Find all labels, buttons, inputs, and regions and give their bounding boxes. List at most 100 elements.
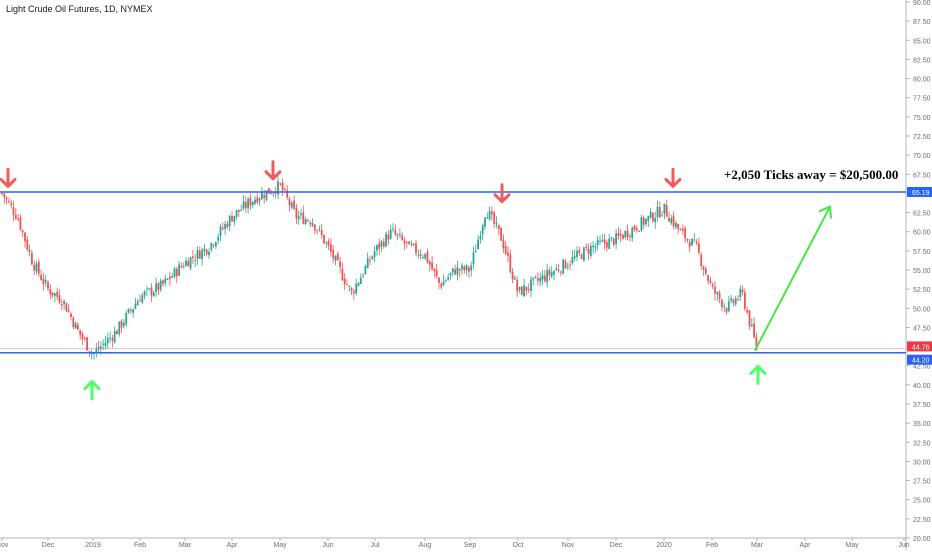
candle	[187, 257, 190, 267]
candle-body	[624, 231, 627, 238]
candle	[141, 292, 144, 304]
price-tag-resistance: 65.19	[907, 186, 932, 197]
candle	[606, 239, 608, 252]
candle	[548, 267, 551, 281]
candle-body	[210, 243, 213, 250]
candle-body	[615, 233, 617, 245]
candle-body	[546, 270, 548, 283]
candle-body	[385, 233, 387, 247]
y-axis[interactable]: 90.00 87.50 85.00 82.50 80.00 77.50 75.00 72.50…	[905, 0, 931, 550]
y-tick-label: 72.50	[913, 134, 931, 141]
candle	[81, 331, 84, 346]
candle-body	[169, 276, 171, 280]
candle	[175, 266, 178, 283]
candle	[417, 249, 420, 259]
candle	[392, 223, 394, 233]
candle	[596, 236, 599, 251]
candle	[258, 197, 261, 206]
x-axis[interactable]: Nov Dec 2019 Feb Mar Apr May Jun Jul Aug Sep Oct Nov…	[0, 537, 910, 549]
candle-body	[716, 292, 719, 295]
candle	[219, 224, 222, 241]
candle-body	[746, 309, 749, 313]
candle-body	[401, 235, 404, 240]
candle	[284, 187, 286, 191]
candle	[585, 243, 588, 251]
candle-body	[272, 191, 275, 194]
candle-body	[17, 218, 19, 220]
candle-body	[606, 242, 608, 248]
candle	[129, 307, 132, 314]
candle	[672, 211, 675, 230]
candle	[366, 252, 369, 269]
candle	[629, 233, 631, 242]
candle	[86, 336, 88, 351]
candle	[750, 318, 753, 328]
candle	[721, 298, 723, 312]
candle-body	[284, 188, 286, 190]
arrow-head	[749, 364, 767, 375]
candle	[228, 214, 231, 232]
candle	[688, 238, 691, 253]
candle	[346, 279, 348, 286]
candle-body	[691, 238, 693, 246]
candle	[730, 294, 732, 304]
candle	[741, 285, 744, 296]
candle-body	[723, 306, 726, 308]
candle-body	[543, 275, 546, 282]
candle-body	[679, 229, 682, 231]
candle	[325, 241, 328, 249]
candle-body	[97, 346, 100, 350]
candle-body	[599, 240, 601, 242]
candle-body	[403, 240, 406, 244]
candle-body	[189, 257, 192, 269]
candle-body	[12, 207, 15, 215]
arrow-head	[264, 170, 282, 181]
candle	[173, 266, 176, 279]
candle-body	[290, 202, 293, 208]
candle	[608, 233, 611, 249]
candle-body	[233, 215, 236, 223]
candle-body	[164, 278, 167, 283]
candle	[302, 205, 305, 225]
candle-body	[714, 286, 716, 294]
candle-body	[619, 233, 622, 236]
candle	[217, 233, 220, 245]
y-tick-label: 55.00	[913, 268, 931, 275]
candle-body	[100, 346, 102, 349]
candle	[442, 274, 445, 286]
candle-body	[484, 217, 486, 227]
candle-body	[684, 228, 686, 239]
candle	[318, 225, 321, 233]
candle-body	[461, 265, 463, 270]
candle-body	[387, 234, 390, 240]
symbol-title[interactable]: Light Crude Oil Futures, 1D, NYMEX	[6, 4, 153, 14]
candle-body	[497, 224, 500, 229]
candle-body	[355, 283, 358, 294]
candle	[221, 222, 224, 231]
candle-body	[221, 227, 224, 229]
y-tick-label: 47.50	[913, 325, 931, 332]
candle-body	[159, 280, 162, 290]
candle	[1, 192, 3, 196]
candle-body	[665, 205, 668, 217]
candle-body	[447, 277, 450, 280]
price-tag-current: 44.76	[907, 341, 932, 352]
candle-body	[58, 295, 61, 303]
y-tick-label: 50.00	[913, 306, 931, 313]
candle	[534, 275, 537, 279]
candle-body	[488, 210, 491, 220]
candle	[707, 274, 709, 285]
candle-body	[541, 275, 544, 280]
candle-body	[649, 211, 652, 218]
candle-body	[456, 267, 459, 275]
candle-body	[265, 190, 268, 201]
candle-body	[5, 197, 8, 200]
candle-body	[348, 285, 351, 287]
candle	[123, 318, 125, 329]
candle-body	[539, 277, 542, 282]
candle-body	[263, 195, 266, 198]
candle	[739, 285, 742, 302]
candle-body	[258, 198, 261, 201]
candle	[663, 203, 666, 220]
